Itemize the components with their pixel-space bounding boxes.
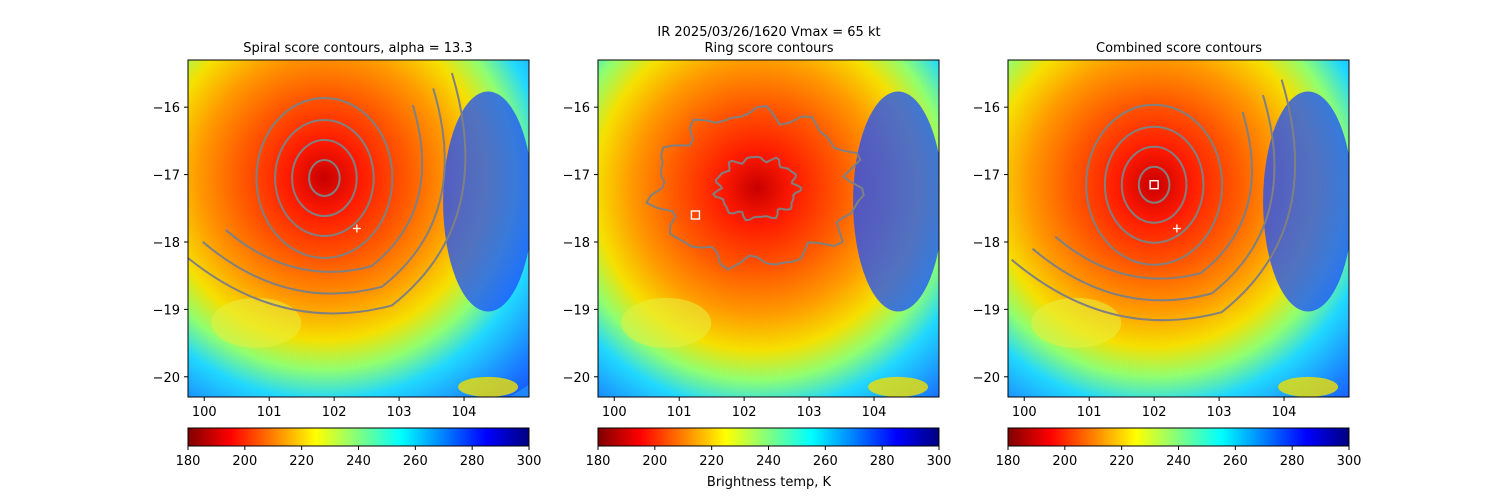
contour-ring: [644, 105, 865, 271]
y-tick-label: −19: [973, 303, 1000, 318]
score-contours: [644, 105, 865, 271]
y-tick-label: −19: [563, 303, 590, 318]
colorbar-tick-label: 260: [1223, 454, 1248, 469]
contour-ring: [1137, 165, 1171, 204]
square-marker: [690, 210, 701, 220]
x-tick-label: 102: [322, 405, 347, 420]
contour-ring: [274, 118, 375, 237]
x-tick-label: 101: [667, 405, 692, 420]
contour-ring: [1103, 125, 1205, 244]
heatmap-image: [188, 60, 529, 397]
y-tick-label: −16: [153, 101, 180, 116]
x-tick-label: 103: [387, 405, 412, 420]
colorbar-tick-label: 280: [460, 454, 485, 469]
axes-frame: [597, 59, 940, 398]
panel-combined: Combined score contours 100 101 102 103 104 −…: [973, 41, 1362, 469]
x-tick-label: 100: [192, 405, 217, 420]
x-tick-label: 104: [452, 405, 477, 420]
x-tick-label: 100: [1012, 405, 1037, 420]
x-tick-label: 104: [862, 405, 887, 420]
x-tick-label: 102: [732, 405, 757, 420]
colorbar-tick-label: 200: [1052, 454, 1077, 469]
axes-frame: [1007, 59, 1350, 398]
x-tick-label: 101: [257, 405, 282, 420]
colorbar-tick-label: 300: [927, 454, 952, 469]
contour-arc: [1054, 111, 1253, 280]
colorbar-tick-label: 180: [176, 454, 201, 469]
colorbar-tick-label: 260: [813, 454, 838, 469]
contour-ring: [255, 96, 394, 259]
colorbar: 180 200 220 240 260 280 300: [176, 427, 542, 469]
y-tick-label: −20: [973, 371, 1000, 386]
contour-arc: [1031, 94, 1276, 302]
colorbar-tick-label: 300: [517, 454, 542, 469]
colorbar-gradient: [187, 427, 530, 447]
colorbar: 180 200 220 240 260 280 300: [586, 427, 952, 469]
colorbar-tick-label: 240: [756, 454, 781, 469]
colorbar-tick-label: 240: [1166, 454, 1191, 469]
contour-ring: [308, 158, 341, 197]
colorbar-tick-label: 240: [346, 454, 371, 469]
colorbar-tick-label: 180: [586, 454, 611, 469]
x-tick-label: 103: [797, 405, 822, 420]
plus-marker: [352, 224, 361, 233]
heatmap-image: [598, 60, 939, 397]
x-tick-label: 100: [602, 405, 627, 420]
contour-ring: [291, 138, 358, 217]
contour-arc: [202, 88, 446, 295]
contour-arc: [1010, 79, 1297, 322]
colorbar-tick-label: 200: [232, 454, 257, 469]
y-tick-label: −17: [153, 169, 180, 184]
figure-suptitle: IR 2025/03/26/1620 Vmax = 65 kt: [657, 25, 880, 40]
y-tick-label: −19: [153, 303, 180, 318]
score-contours: [1010, 79, 1297, 322]
x-tick-label: 102: [1142, 405, 1167, 420]
colorbar-tick-label: 200: [642, 454, 667, 469]
contour-arc: [224, 104, 424, 273]
colorbar-gradient: [1007, 427, 1350, 447]
score-contours: [188, 72, 467, 315]
y-tick-label: −18: [563, 236, 590, 251]
x-tick-label: 103: [1207, 405, 1232, 420]
square-marker: [1149, 179, 1159, 190]
y-tick-label: −18: [153, 236, 180, 251]
y-tick-label: −18: [973, 236, 1000, 251]
y-tick-label: −17: [563, 169, 590, 184]
contour-ring: [711, 155, 803, 222]
axes-frame: [187, 59, 530, 398]
y-tick-label: −20: [153, 371, 180, 386]
y-tick-label: −16: [973, 101, 1000, 116]
contour-arc: [188, 72, 467, 315]
panel-spiral: Spiral score contours, alpha = 13.3 100 1…: [153, 41, 542, 469]
contour-ring: [1120, 145, 1188, 224]
colorbar-label: Brightness temp, K: [707, 475, 832, 490]
panel-ring: Ring score contours 100 101 102 103 104 −16 −1…: [563, 41, 952, 469]
colorbar-tick-label: 180: [996, 454, 1021, 469]
colorbar-tick-label: 220: [1109, 454, 1134, 469]
panel-title: Ring score contours: [704, 41, 833, 56]
colorbar-tick-label: 220: [699, 454, 724, 469]
y-tick-label: −16: [563, 101, 590, 116]
colorbar-tick-label: 260: [403, 454, 428, 469]
panel-title: Spiral score contours, alpha = 13.3: [243, 41, 472, 56]
colorbar-tick-label: 300: [1337, 454, 1362, 469]
colorbar-gradient: [597, 427, 940, 447]
x-tick-label: 104: [1272, 405, 1297, 420]
y-tick-label: −20: [563, 371, 590, 386]
colorbar-tick-label: 280: [1280, 454, 1305, 469]
colorbar: 180 200 220 240 260 280 300: [996, 427, 1362, 469]
x-tick-label: 101: [1077, 405, 1102, 420]
colorbar-tick-label: 220: [289, 454, 314, 469]
y-tick-label: −17: [973, 169, 1000, 184]
colorbar-tick-label: 280: [870, 454, 895, 469]
panel-title: Combined score contours: [1096, 41, 1262, 56]
plus-marker: [1172, 224, 1181, 233]
contour-ring: [1085, 103, 1224, 266]
